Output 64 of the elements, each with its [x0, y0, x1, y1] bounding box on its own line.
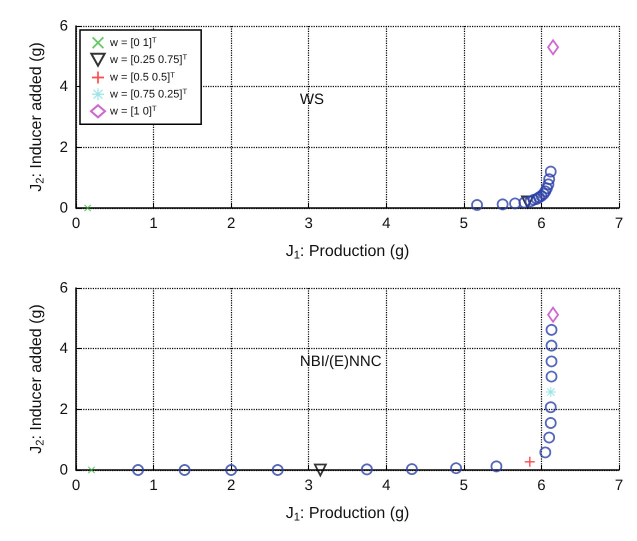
point: [88, 466, 96, 474]
y-tick-label: 2: [60, 400, 68, 418]
point: [544, 401, 557, 414]
x-tick-label: 6: [537, 477, 546, 494]
x-tick-label: 7: [614, 215, 624, 232]
y-axis-title: J2: Inducer added (g): [28, 304, 46, 454]
point: [546, 340, 558, 352]
point: [450, 462, 462, 474]
x-tick-label: 6: [537, 215, 546, 232]
y-tick-label: 4: [60, 78, 68, 96]
x-tick-label: 1: [149, 215, 158, 232]
x-tick-label: 2: [226, 215, 236, 232]
point: [546, 324, 558, 336]
point: [272, 464, 284, 476]
point: [539, 446, 552, 458]
y-tick-label: 0: [60, 200, 68, 216]
point: [314, 464, 327, 476]
point: [539, 185, 552, 198]
x-tick-label: 4: [382, 477, 390, 494]
point: [509, 198, 521, 210]
point: [544, 417, 557, 429]
point: [406, 463, 418, 475]
point: [496, 198, 509, 210]
point: [528, 194, 540, 206]
point: [546, 370, 558, 382]
point: [361, 463, 373, 476]
x-tick-label: 3: [304, 215, 313, 232]
y-tick-label: 4: [60, 340, 68, 358]
point: [544, 166, 557, 178]
point: [533, 191, 545, 204]
x-tick-label: 5: [460, 477, 468, 494]
point: [225, 464, 238, 476]
point: [178, 464, 190, 476]
point: [543, 173, 556, 186]
point: [536, 190, 548, 202]
y-tick-label: 6: [60, 280, 68, 296]
x-tick-label: 4: [382, 215, 390, 232]
y-axis-title: J2: Inducer added (g): [28, 42, 46, 192]
point: [524, 456, 535, 467]
x-tick-label: 0: [72, 215, 80, 232]
point: [543, 432, 556, 444]
point: [518, 196, 530, 208]
point: [132, 464, 144, 476]
point: [540, 182, 553, 194]
point: [546, 356, 558, 368]
point: [471, 199, 483, 211]
annotation: WS: [300, 91, 324, 108]
x-tick-label: 7: [614, 477, 624, 494]
y-tick-label: 2: [60, 138, 68, 156]
point: [542, 178, 554, 190]
point: [547, 39, 559, 56]
x-tick-label: 0: [72, 477, 80, 494]
point: [524, 195, 536, 208]
point: [490, 460, 502, 472]
y-tick-label: 0: [60, 462, 68, 478]
point: [547, 306, 559, 323]
point: [84, 204, 92, 212]
x-tick-label: 5: [460, 215, 468, 232]
x-tick-label: 3: [304, 477, 313, 494]
x-tick-label: 2: [226, 477, 236, 494]
annotation: NBI/(E)NNC: [300, 353, 382, 370]
x-tick-label: 1: [149, 477, 158, 494]
point: [521, 196, 534, 208]
y-tick-label: 6: [60, 18, 68, 34]
